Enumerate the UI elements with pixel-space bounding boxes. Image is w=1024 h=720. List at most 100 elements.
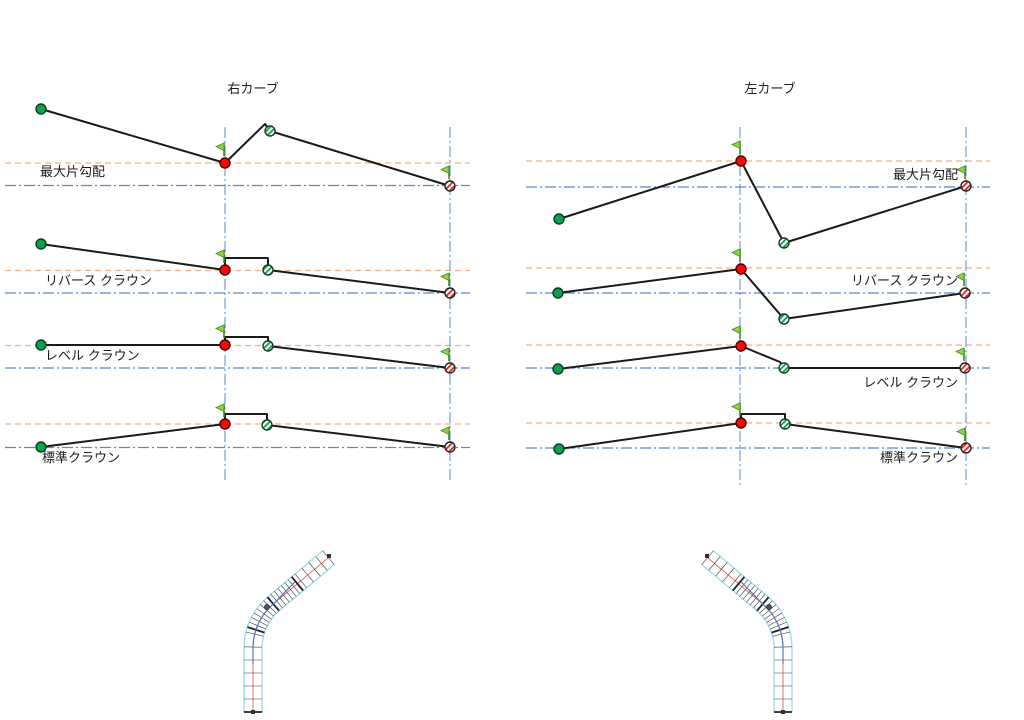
superelevation-profile-line (558, 160, 967, 244)
road-section-tick (739, 582, 752, 597)
green-striped-station-marker-icon (262, 264, 274, 276)
red-striped-station-marker-icon (959, 362, 971, 374)
superelevation-profile-line (40, 243, 451, 294)
green-striped-station-marker-icon (778, 313, 790, 325)
green-striped-station-marker-icon (261, 419, 273, 431)
green-striped-station-marker-icon (262, 340, 274, 352)
red-striped-station-marker-icon (959, 287, 971, 299)
road-centerline (252, 556, 330, 712)
green-station-marker-icon (552, 287, 564, 299)
station-flag-icon (956, 427, 966, 437)
station-flag-icon (440, 426, 450, 436)
road-section-tick (732, 576, 746, 592)
superelevation-profile-line (557, 345, 965, 370)
superelevation-profile-line (40, 413, 451, 448)
red-striped-station-marker-icon (960, 442, 972, 454)
road-section-tick (301, 567, 314, 583)
column-title-left-curve: 左カーブ (744, 81, 796, 96)
road-section-tick (715, 562, 728, 577)
superelevation-profile-line (558, 413, 967, 450)
red-striped-station-marker-icon (444, 441, 456, 453)
station-flag-icon (731, 248, 741, 258)
road-section-tick (746, 588, 759, 603)
panel-label-level-crown-right: レベル クラウン (45, 348, 140, 363)
road-section-tick (290, 576, 304, 592)
station-flag-icon (955, 347, 965, 357)
road-section-tick (287, 579, 300, 594)
road-section-tick (749, 591, 762, 606)
green-station-marker-icon (35, 441, 47, 453)
superelevation-profile-line (557, 268, 966, 320)
panel-label-max-superelevation-right: 最大片勾配 (40, 164, 106, 179)
green-station-marker-icon (553, 443, 565, 455)
panel-label-reverse-crown-right: リバース クラウン (45, 273, 152, 288)
station-flag-icon (956, 165, 966, 175)
road-end-station-marker (251, 710, 255, 714)
red-station-marker-icon (219, 264, 231, 276)
road-centerline (706, 556, 784, 712)
green-striped-station-marker-icon (778, 362, 790, 374)
road-curve-overlay (252, 581, 295, 664)
road-edge-line (261, 563, 336, 712)
road-section-tick (294, 573, 307, 588)
red-station-marker-icon (219, 339, 231, 351)
red-striped-station-marker-icon (444, 362, 456, 374)
superelevation-profile-line (41, 336, 451, 369)
panel-label-max-superelevation-left: 最大片勾配 (892, 167, 958, 182)
red-station-marker-icon (219, 418, 231, 430)
panel-label-standard-crown-right: 標準クラウン (42, 450, 121, 465)
column-title-right-curve: 右カーブ (227, 81, 279, 96)
red-station-marker-icon (735, 155, 747, 167)
red-station-marker-icon (735, 263, 747, 275)
road-end-station-marker (781, 710, 785, 714)
green-station-marker-icon (35, 103, 47, 115)
station-flag-icon (215, 403, 225, 413)
road-curve-midpoint-marker (264, 604, 270, 610)
green-station-marker-icon (35, 339, 47, 351)
green-striped-station-marker-icon (779, 418, 791, 430)
road-curve-overlay (741, 581, 784, 664)
road-section-tick (284, 582, 297, 597)
road-section-tick (708, 556, 721, 571)
road-section-tick (729, 573, 742, 588)
road-section-tick (308, 562, 321, 577)
road-section-tick (722, 567, 735, 583)
panel-label-level-crown-left: レベル クラウン (863, 375, 958, 390)
station-flag-icon (215, 249, 225, 259)
red-station-marker-icon (219, 157, 231, 169)
red-striped-station-marker-icon (444, 287, 456, 299)
road-section-tick (742, 585, 755, 600)
station-flag-icon (215, 324, 225, 334)
station-flag-icon (440, 347, 450, 357)
station-flag-icon (731, 140, 741, 150)
road-section-tick (274, 591, 287, 606)
green-striped-station-marker-icon (778, 237, 790, 249)
green-station-marker-icon (552, 363, 564, 375)
superelevation-profile-line (40, 108, 451, 187)
green-striped-station-marker-icon (264, 125, 276, 137)
road-section-tick (281, 585, 294, 600)
road-section-tick (277, 588, 290, 603)
road-section-tick (736, 579, 749, 594)
station-flag-icon (440, 272, 450, 282)
panel-label-reverse-crown-left: リバース クラウン (851, 273, 958, 288)
green-station-marker-icon (35, 238, 47, 250)
red-striped-station-marker-icon (444, 180, 456, 192)
red-station-marker-icon (735, 417, 747, 429)
panel-label-standard-crown-left: 標準クラウン (879, 450, 958, 465)
road-end-station-marker (705, 554, 709, 558)
red-striped-station-marker-icon (960, 180, 972, 192)
red-station-marker-icon (735, 340, 747, 352)
green-station-marker-icon (553, 213, 565, 225)
station-flag-icon (440, 165, 450, 175)
road-end-station-marker (327, 554, 331, 558)
station-flag-icon (731, 402, 741, 412)
station-flag-icon (731, 325, 741, 335)
station-flag-icon (215, 142, 225, 152)
road-section-tick (315, 556, 328, 571)
road-curve-midpoint-marker (766, 604, 772, 610)
road-edge-line (700, 563, 775, 712)
station-flag-icon (955, 272, 965, 282)
